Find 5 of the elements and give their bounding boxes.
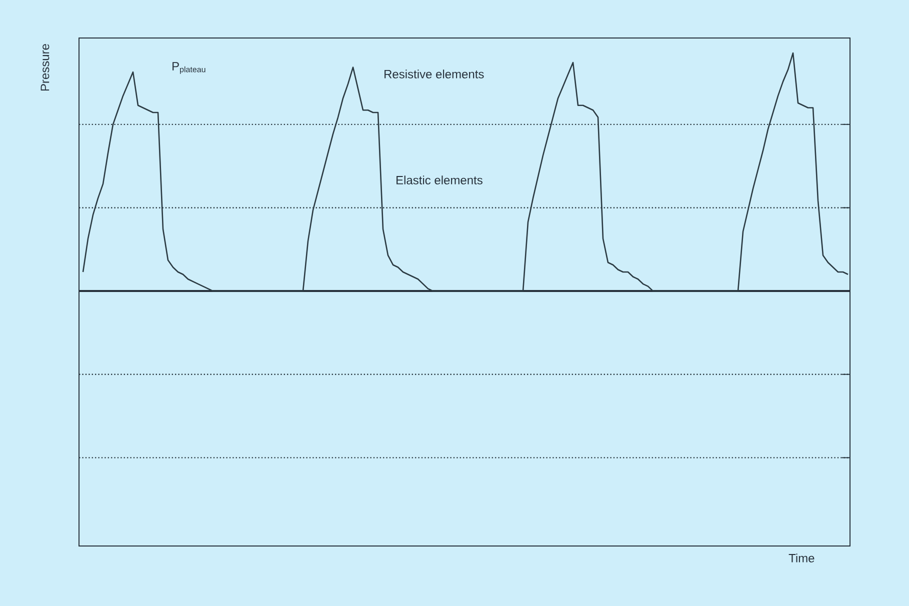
annotation: Resistive elements xyxy=(384,70,484,78)
y-axis-title: Pressure xyxy=(40,44,50,91)
text: Time xyxy=(788,554,814,562)
annotation: Elastic elements xyxy=(396,176,482,184)
annotation: P$_{plateau}$ xyxy=(172,62,206,74)
